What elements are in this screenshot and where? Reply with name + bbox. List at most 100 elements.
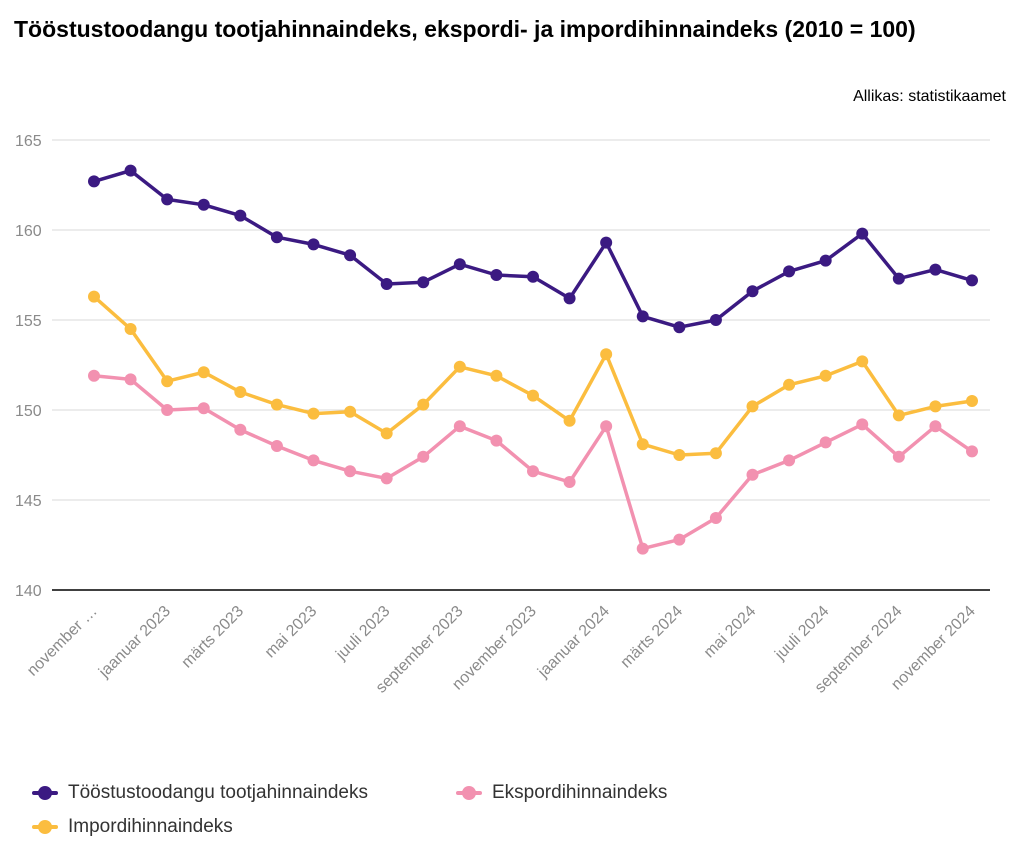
- legend-swatch-icon: [456, 786, 482, 800]
- data-point[interactable]: [307, 407, 320, 420]
- data-point[interactable]: [929, 400, 942, 413]
- data-point[interactable]: [88, 369, 100, 382]
- legend-item-export-price[interactable]: Ekspordihinnaindeks: [456, 782, 667, 804]
- data-point[interactable]: [819, 369, 832, 382]
- data-point[interactable]: [490, 434, 503, 447]
- data-point[interactable]: [709, 314, 722, 326]
- data-point[interactable]: [746, 468, 759, 481]
- data-point[interactable]: [709, 512, 722, 524]
- data-point[interactable]: [563, 414, 576, 427]
- series: [88, 164, 978, 555]
- data-point[interactable]: [161, 404, 174, 416]
- data-point[interactable]: [527, 465, 539, 478]
- data-point[interactable]: [636, 438, 649, 451]
- legend-label: Tööstustoodangu tootjahinnaindeks: [68, 782, 369, 803]
- chart-title: Tööstustoodangu tootjahinnaindeks, ekspo…: [14, 16, 916, 42]
- data-point[interactable]: [636, 542, 649, 555]
- data-point[interactable]: [197, 402, 210, 415]
- data-point[interactable]: [892, 409, 905, 422]
- data-point[interactable]: [197, 366, 210, 379]
- y-tick-label: 165: [15, 133, 42, 150]
- data-point[interactable]: [673, 449, 686, 461]
- data-point[interactable]: [527, 270, 539, 283]
- y-tick-label: 160: [15, 223, 42, 240]
- series-export-price: [88, 369, 978, 555]
- y-tick-label: 155: [15, 313, 42, 330]
- data-point[interactable]: [344, 465, 357, 478]
- data-point[interactable]: [270, 440, 283, 452]
- data-point[interactable]: [417, 398, 430, 411]
- x-tick-label: juuli 2024: [771, 603, 832, 664]
- data-point[interactable]: [234, 209, 247, 222]
- data-point[interactable]: [344, 249, 357, 262]
- data-point[interactable]: [856, 355, 869, 368]
- x-tick-label: märts 2023: [179, 603, 248, 672]
- data-point[interactable]: [344, 405, 357, 418]
- data-point[interactable]: [563, 292, 576, 305]
- data-point[interactable]: [124, 164, 137, 177]
- legend-swatch-icon: [32, 820, 58, 834]
- data-point[interactable]: [417, 276, 430, 289]
- legend-item-producer-price[interactable]: Tööstustoodangu tootjahinnaindeks: [32, 782, 368, 804]
- data-point[interactable]: [892, 272, 905, 285]
- data-point[interactable]: [380, 427, 393, 440]
- data-point[interactable]: [746, 400, 759, 413]
- data-point[interactable]: [600, 348, 613, 361]
- data-point[interactable]: [966, 274, 978, 287]
- series-producer-price: [88, 164, 978, 334]
- data-point[interactable]: [270, 398, 283, 411]
- legend-label: Ekspordihinnaindeks: [492, 782, 668, 803]
- data-point[interactable]: [966, 445, 978, 458]
- data-point[interactable]: [234, 423, 247, 436]
- data-point[interactable]: [307, 454, 320, 467]
- data-point[interactable]: [673, 321, 686, 334]
- data-point[interactable]: [600, 236, 613, 249]
- x-tick-label: november …: [24, 603, 101, 680]
- data-point[interactable]: [929, 420, 942, 433]
- data-point[interactable]: [563, 476, 576, 488]
- data-point[interactable]: [234, 386, 247, 398]
- y-axis-ticks: 140 145 150 155 160 165: [15, 133, 42, 600]
- data-point[interactable]: [270, 231, 283, 244]
- data-point[interactable]: [929, 263, 942, 276]
- data-point[interactable]: [783, 265, 796, 278]
- data-point[interactable]: [819, 254, 832, 267]
- data-point[interactable]: [161, 193, 174, 206]
- y-tick-label: 140: [15, 583, 42, 600]
- data-point[interactable]: [197, 198, 210, 211]
- data-point[interactable]: [527, 389, 539, 402]
- y-tick-label: 145: [15, 493, 42, 510]
- data-point[interactable]: [783, 378, 796, 391]
- series-import-price: [88, 290, 978, 461]
- data-point[interactable]: [746, 285, 759, 298]
- data-point[interactable]: [892, 450, 905, 463]
- data-point[interactable]: [124, 373, 137, 386]
- data-point[interactable]: [966, 395, 978, 407]
- data-point[interactable]: [88, 290, 100, 303]
- data-point[interactable]: [490, 369, 503, 382]
- data-point[interactable]: [453, 360, 466, 373]
- x-tick-label: juuli 2023: [332, 603, 393, 664]
- data-point[interactable]: [783, 454, 796, 467]
- data-point[interactable]: [161, 375, 174, 388]
- data-point[interactable]: [453, 420, 466, 433]
- legend-item-import-price[interactable]: Impordihinnaindeks: [32, 816, 233, 838]
- data-point[interactable]: [819, 436, 832, 449]
- data-point[interactable]: [600, 420, 613, 433]
- data-point[interactable]: [380, 278, 393, 290]
- data-point[interactable]: [453, 258, 466, 271]
- data-point[interactable]: [856, 227, 869, 240]
- data-point[interactable]: [636, 310, 649, 323]
- data-point[interactable]: [673, 533, 686, 546]
- x-tick-label: mai 2024: [701, 603, 760, 662]
- data-point[interactable]: [417, 450, 430, 463]
- data-point[interactable]: [307, 238, 320, 251]
- data-point[interactable]: [856, 418, 869, 431]
- data-point[interactable]: [380, 472, 393, 485]
- series-line-export-price: [92, 374, 974, 551]
- data-point[interactable]: [709, 447, 722, 460]
- data-point[interactable]: [124, 323, 137, 335]
- data-point[interactable]: [88, 175, 100, 188]
- data-point[interactable]: [490, 269, 503, 281]
